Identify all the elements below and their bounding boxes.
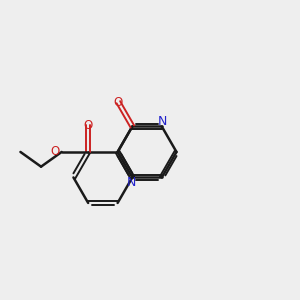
Text: N: N — [127, 176, 136, 189]
Text: O: O — [50, 146, 59, 158]
Text: N: N — [158, 115, 167, 128]
Text: O: O — [114, 96, 123, 109]
Text: O: O — [83, 119, 93, 132]
